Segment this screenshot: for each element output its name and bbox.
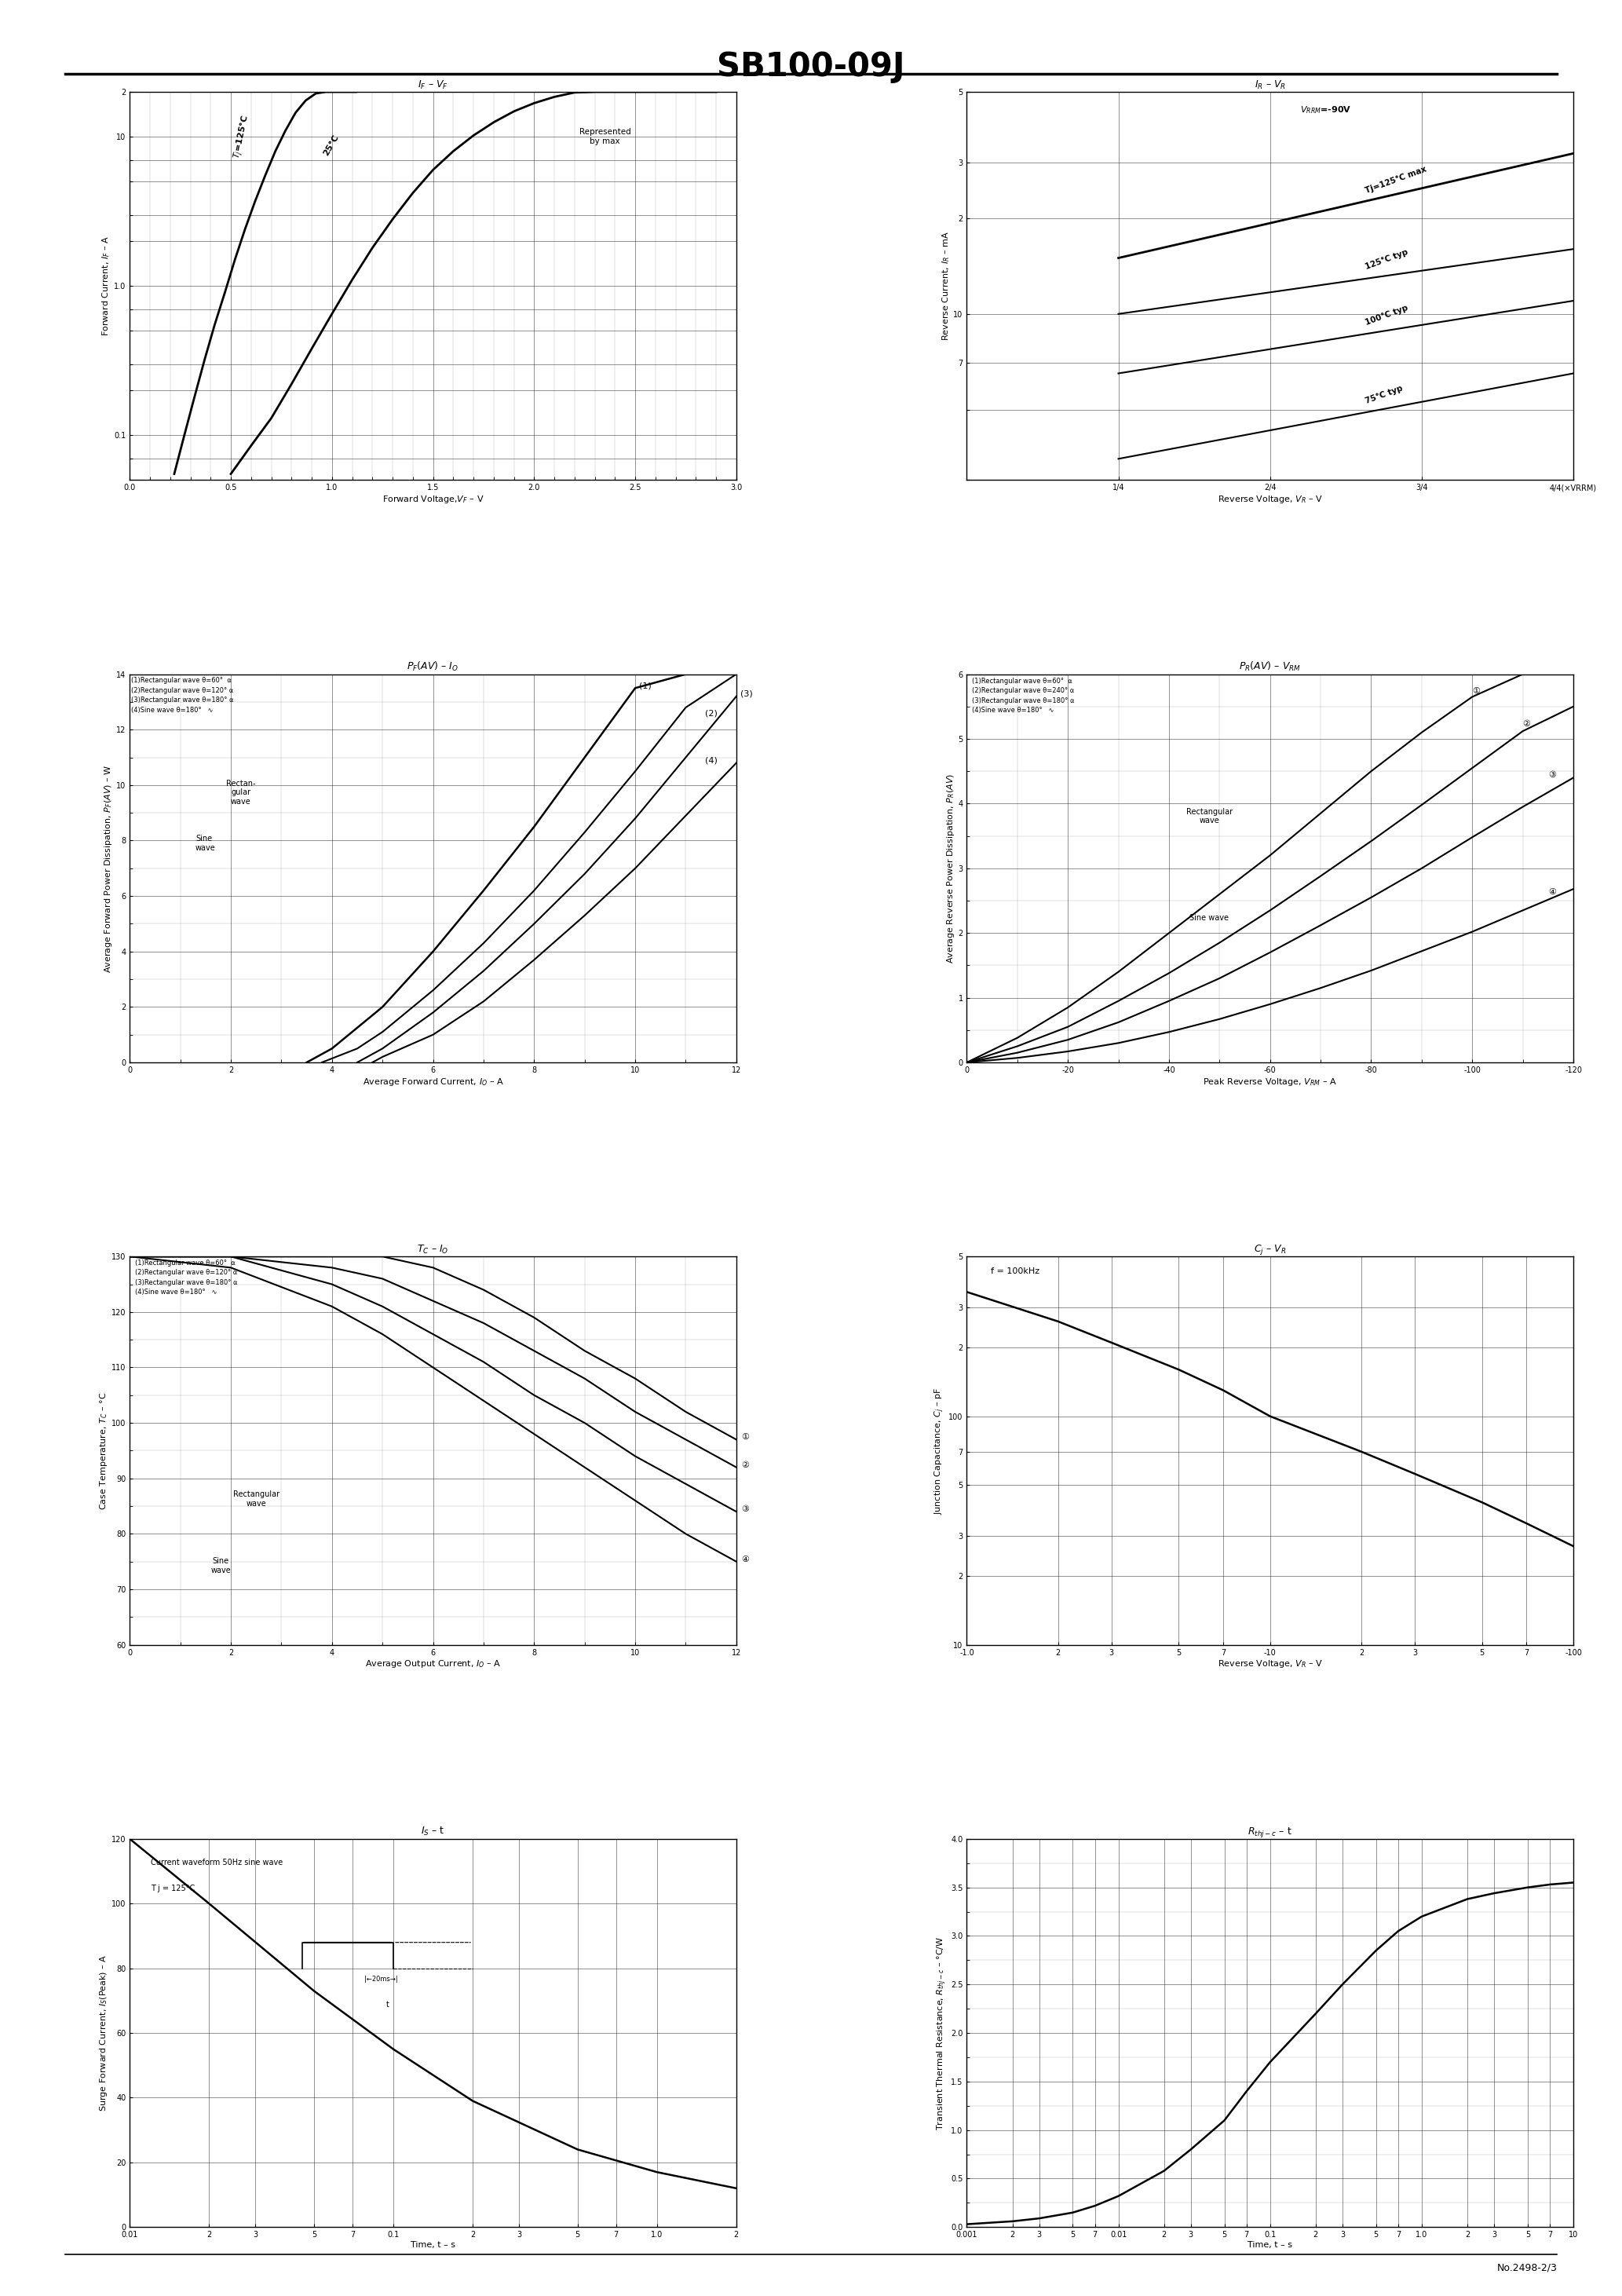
Text: ③: ③ bbox=[1547, 771, 1555, 778]
Text: ①: ① bbox=[741, 1433, 749, 1442]
Text: ①: ① bbox=[1473, 687, 1481, 696]
Text: T j = 125°C: T j = 125°C bbox=[151, 1885, 195, 1892]
Text: $T_j$=125°C: $T_j$=125°C bbox=[230, 113, 253, 161]
Text: f = 100kHz: f = 100kHz bbox=[991, 1267, 1040, 1274]
Title: $I_R$ – $V_R$: $I_R$ – $V_R$ bbox=[1254, 78, 1286, 92]
Text: ④: ④ bbox=[1547, 889, 1555, 895]
Title: $R_{thj-c}$ – t: $R_{thj-c}$ – t bbox=[1247, 1825, 1293, 1839]
Text: $V_{RRM}$=-90V: $V_{RRM}$=-90V bbox=[1301, 106, 1351, 115]
Text: (2): (2) bbox=[706, 709, 717, 716]
Text: Rectangular
wave: Rectangular wave bbox=[1186, 808, 1233, 824]
Text: 125°C typ: 125°C typ bbox=[1364, 248, 1410, 271]
Text: ④: ④ bbox=[741, 1554, 749, 1564]
X-axis label: Average Output Current, $I_O$ – A: Average Output Current, $I_O$ – A bbox=[365, 1658, 501, 1669]
Text: (1)Rectangular wave θ=60°  ⍺
(2)Rectangular wave θ=120° ⍺
(3)Rectangular wave θ=: (1)Rectangular wave θ=60° ⍺ (2)Rectangul… bbox=[131, 677, 234, 714]
Y-axis label: Reverse Current, $I_R$ – mA: Reverse Current, $I_R$ – mA bbox=[941, 232, 950, 340]
Title: $C_j$ – $V_R$: $C_j$ – $V_R$ bbox=[1254, 1242, 1286, 1256]
Title: $P_R(AV)$ – $V_{RM}$: $P_R(AV)$ – $V_{RM}$ bbox=[1239, 661, 1301, 673]
X-axis label: Time, t – s: Time, t – s bbox=[410, 2241, 456, 2248]
Text: t: t bbox=[386, 2000, 389, 2009]
Text: ②: ② bbox=[741, 1460, 749, 1469]
Y-axis label: Junction Capacitance, $C_j$ – pF: Junction Capacitance, $C_j$ – pF bbox=[934, 1387, 946, 1515]
Text: (4): (4) bbox=[706, 758, 717, 765]
Text: Sine
wave: Sine wave bbox=[211, 1557, 230, 1575]
Title: $P_F(AV)$ – $I_O$: $P_F(AV)$ – $I_O$ bbox=[407, 661, 459, 673]
Title: $I_S$ – t: $I_S$ – t bbox=[422, 1825, 444, 1837]
Text: (1)Rectangular wave θ=60°  ⍺
(2)Rectangular wave θ=120° ⍺
(3)Rectangular wave θ=: (1)Rectangular wave θ=60° ⍺ (2)Rectangul… bbox=[135, 1258, 237, 1295]
X-axis label: Reverse Voltage, $V_R$ – V: Reverse Voltage, $V_R$ – V bbox=[1218, 1658, 1322, 1669]
Text: Current waveform 50Hz sine wave: Current waveform 50Hz sine wave bbox=[151, 1857, 282, 1867]
Text: No.2498-2/3: No.2498-2/3 bbox=[1497, 2264, 1557, 2273]
Text: 75°C typ: 75°C typ bbox=[1364, 383, 1405, 406]
Y-axis label: Average Forward Power Dissipation, $P_F(AV)$ – W: Average Forward Power Dissipation, $P_F(… bbox=[104, 765, 114, 974]
Text: |←20ms→|: |←20ms→| bbox=[365, 1977, 397, 1984]
X-axis label: Reverse Voltage, $V_R$ – V: Reverse Voltage, $V_R$ – V bbox=[1218, 494, 1322, 505]
Text: (3): (3) bbox=[740, 691, 753, 698]
Text: SB100-09J: SB100-09J bbox=[717, 51, 905, 83]
Text: Sine
wave: Sine wave bbox=[196, 836, 216, 852]
Text: ②: ② bbox=[1523, 719, 1531, 728]
Text: Represented
by max: Represented by max bbox=[579, 129, 631, 145]
Y-axis label: Surge Forward Current, $I_S$(Peak) – A: Surge Forward Current, $I_S$(Peak) – A bbox=[99, 1954, 109, 2112]
X-axis label: Average Forward Current, $I_O$ – A: Average Forward Current, $I_O$ – A bbox=[362, 1077, 504, 1088]
Y-axis label: Case Temperature, $T_C$ – °C: Case Temperature, $T_C$ – °C bbox=[99, 1391, 109, 1511]
X-axis label: Forward Voltage,$V_F$ – V: Forward Voltage,$V_F$ – V bbox=[383, 494, 483, 505]
Text: (1)Rectangular wave θ=60°  ⍺
(2)Rectangular wave θ=240° ⍺
(3)Rectangular wave θ=: (1)Rectangular wave θ=60° ⍺ (2)Rectangul… bbox=[972, 677, 1074, 714]
Text: 25°C: 25°C bbox=[321, 133, 341, 156]
Text: Rectangular
wave: Rectangular wave bbox=[234, 1490, 279, 1508]
X-axis label: Peak Reverse Voltage, $V_{RM}$ – A: Peak Reverse Voltage, $V_{RM}$ – A bbox=[1204, 1077, 1337, 1088]
Title: $I_F$ – $V_F$: $I_F$ – $V_F$ bbox=[418, 78, 448, 92]
X-axis label: Time, t – s: Time, t – s bbox=[1247, 2241, 1293, 2248]
Y-axis label: Forward Current, $I_F$ – A: Forward Current, $I_F$ – A bbox=[101, 236, 112, 335]
Text: ③: ③ bbox=[741, 1506, 749, 1513]
Y-axis label: Transient Thermal Resistance, $R_{thj-c}$ – °C/W: Transient Thermal Resistance, $R_{thj-c}… bbox=[936, 1936, 949, 2131]
Text: Sine wave: Sine wave bbox=[1191, 914, 1229, 921]
Text: Tj=125°C max: Tj=125°C max bbox=[1364, 165, 1427, 195]
Text: (1): (1) bbox=[639, 682, 652, 689]
Title: $T_C$ – $I_O$: $T_C$ – $I_O$ bbox=[417, 1244, 449, 1256]
Text: Rectan-
gular
wave: Rectan- gular wave bbox=[225, 781, 256, 806]
Y-axis label: Average Reverse Power Dissipation, $P_R(AV)$: Average Reverse Power Dissipation, $P_R(… bbox=[946, 774, 955, 964]
Text: 100°C typ: 100°C typ bbox=[1364, 303, 1410, 326]
